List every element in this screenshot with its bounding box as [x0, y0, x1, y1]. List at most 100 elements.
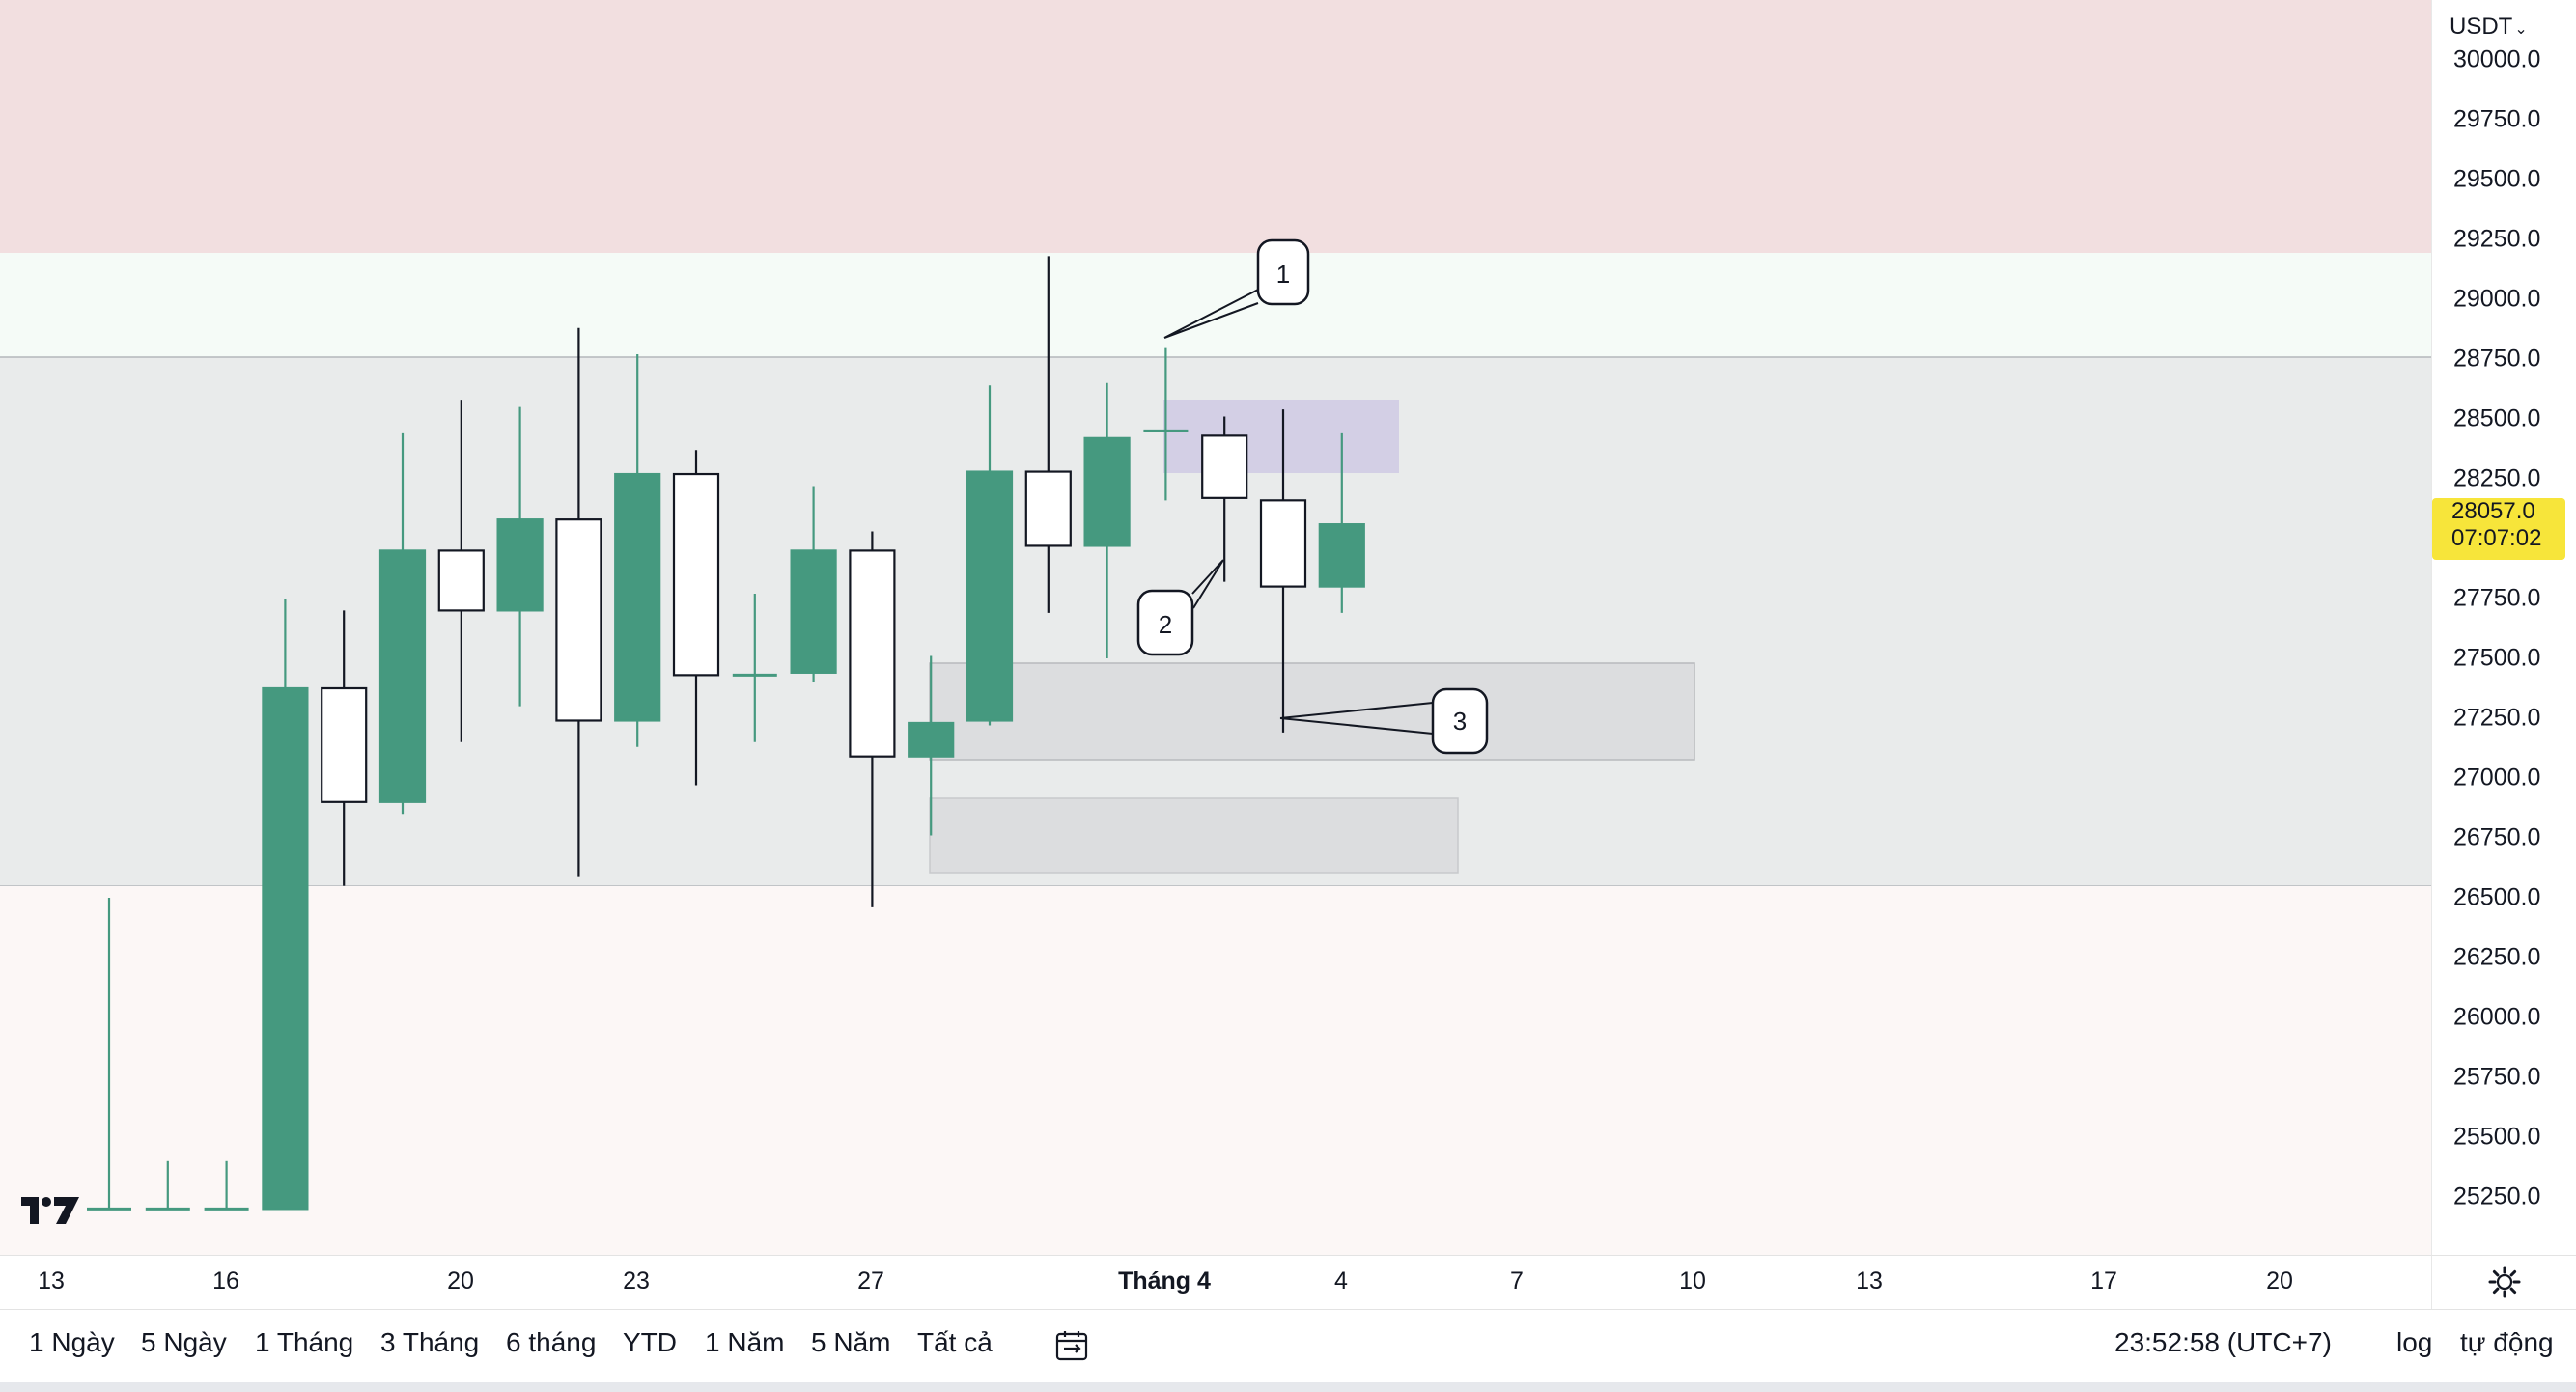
- candle[interactable]: [966, 385, 1014, 726]
- candle-body: [908, 721, 955, 758]
- candle[interactable]: [496, 406, 544, 707]
- candle-body: [555, 518, 602, 722]
- price-tick: 30000.0: [2453, 45, 2541, 73]
- time-tick: 7: [1510, 1267, 1524, 1295]
- chart-settings-button[interactable]: [2431, 1255, 2576, 1310]
- callout-1: 1: [1163, 238, 1310, 339]
- candle[interactable]: [87, 898, 131, 1211]
- candle[interactable]: [378, 432, 427, 815]
- log-scale-toggle[interactable]: log: [2396, 1327, 2433, 1357]
- price-axis[interactable]: USDT ⌄ 30000.0 29750.0 29500.0 29250.0 29000.…: [2431, 0, 2576, 1255]
- time-tick: 13: [38, 1267, 65, 1295]
- range-1-month-button[interactable]: 1 Tháng: [255, 1327, 354, 1357]
- candle-body: [437, 549, 485, 612]
- price-tick: 27000.0: [2453, 764, 2541, 792]
- chevron-down-icon: ⌄: [2514, 21, 2528, 38]
- fvg-box-upper: [929, 662, 1695, 761]
- price-tick: 28500.0: [2453, 404, 2541, 432]
- price-tick: 29750.0: [2453, 105, 2541, 133]
- candle-body: [321, 686, 368, 803]
- candle-body: [1024, 470, 1072, 547]
- last-price-label: 28057.0 07:07:02: [2432, 497, 2565, 560]
- candle-body: [496, 518, 544, 612]
- candle[interactable]: [1201, 416, 1248, 582]
- bar-countdown: 07:07:02: [2451, 524, 2542, 551]
- range-1-year-button[interactable]: 1 Năm: [705, 1327, 785, 1357]
- candle-body: [1083, 436, 1131, 547]
- candle[interactable]: [1259, 409, 1307, 733]
- chart-canvas[interactable]: 1 2 3: [0, 0, 2431, 1255]
- candle[interactable]: [1143, 347, 1189, 501]
- price-tick: 27500.0: [2453, 644, 2541, 672]
- candle[interactable]: [614, 354, 661, 747]
- price-tick: 27750.0: [2453, 584, 2541, 612]
- range-ytd-button[interactable]: YTD: [623, 1327, 677, 1357]
- price-tick: 27250.0: [2453, 704, 2541, 732]
- bottom-toolbar: 1 Ngày 5 Ngày 1 Tháng 3 Tháng 6 tháng YT…: [0, 1309, 2576, 1383]
- candle[interactable]: [262, 599, 309, 1211]
- price-tick: 29500.0: [2453, 165, 2541, 193]
- auto-scale-toggle[interactable]: tự động: [2460, 1327, 2554, 1357]
- candle-body: [1318, 523, 1365, 588]
- range-5-years-button[interactable]: 5 Năm: [811, 1327, 891, 1357]
- callout-2: 2: [1136, 559, 1224, 656]
- price-tick: 28750.0: [2453, 345, 2541, 373]
- time-tick: 4: [1334, 1267, 1348, 1295]
- currency-selector[interactable]: USDT ⌄: [2450, 14, 2528, 41]
- tradingview-logo-icon[interactable]: [21, 1197, 79, 1224]
- price-tick: 26750.0: [2453, 823, 2541, 851]
- time-tick: 23: [623, 1267, 650, 1295]
- candle[interactable]: [732, 594, 777, 742]
- price-tick: 26000.0: [2453, 1003, 2541, 1031]
- price-tick: 28250.0: [2453, 464, 2541, 492]
- candle-body: [790, 549, 837, 674]
- supply-zone: [0, 0, 2431, 253]
- clock-timezone[interactable]: 23:52:58 (UTC+7): [2114, 1327, 2332, 1357]
- candle[interactable]: [437, 400, 485, 742]
- time-axis[interactable]: 13 16 20 23 27 Tháng 4 4 7 10 13 17 20: [0, 1255, 2431, 1310]
- callout-3-label: 3: [1453, 707, 1467, 736]
- candle[interactable]: [204, 1160, 249, 1211]
- currency-label: USDT: [2450, 14, 2513, 40]
- time-tick: 27: [857, 1267, 884, 1295]
- price-tick: 26500.0: [2453, 883, 2541, 911]
- time-tick: 13: [1856, 1267, 1883, 1295]
- candle[interactable]: [790, 486, 837, 682]
- time-tick: 16: [212, 1267, 239, 1295]
- premium-zone: [0, 253, 2431, 357]
- range-1-day-button[interactable]: 1 Ngày: [29, 1327, 115, 1357]
- range-3-months-button[interactable]: 3 Tháng: [380, 1327, 480, 1357]
- price-tick: 25500.0: [2453, 1123, 2541, 1151]
- range-5-days-button[interactable]: 5 Ngày: [141, 1327, 227, 1357]
- candle[interactable]: [555, 327, 602, 877]
- candle-body: [672, 472, 720, 677]
- time-tick: 10: [1679, 1267, 1706, 1295]
- time-tick: 20: [447, 1267, 474, 1295]
- go-to-date-icon[interactable]: [1054, 1329, 1093, 1364]
- callout-1-label: 1: [1276, 260, 1290, 289]
- candle[interactable]: [1024, 256, 1072, 613]
- candle[interactable]: [849, 531, 896, 907]
- price-tick: 26250.0: [2453, 943, 2541, 971]
- bottom-strip: [0, 1382, 2576, 1392]
- candle[interactable]: [1318, 432, 1365, 613]
- fvg-box-lower: [929, 797, 1459, 874]
- last-price-value: 28057.0: [2451, 497, 2535, 524]
- range-all-button[interactable]: Tất cả: [917, 1327, 993, 1357]
- candle[interactable]: [908, 655, 955, 836]
- candle[interactable]: [1083, 382, 1131, 658]
- range-6-months-button[interactable]: 6 tháng: [506, 1327, 597, 1357]
- candle[interactable]: [672, 450, 720, 786]
- price-tick: 25250.0: [2453, 1183, 2541, 1211]
- candle[interactable]: [321, 610, 368, 886]
- callout-3: 3: [1279, 687, 1489, 755]
- candle-body: [262, 686, 309, 1211]
- candle-body: [966, 470, 1014, 722]
- candle-body: [1259, 499, 1307, 588]
- time-tick: 20: [2266, 1267, 2293, 1295]
- price-tick: 25750.0: [2453, 1063, 2541, 1091]
- candle-body: [614, 472, 661, 722]
- price-tick: 29250.0: [2453, 225, 2541, 253]
- candle[interactable]: [145, 1160, 190, 1211]
